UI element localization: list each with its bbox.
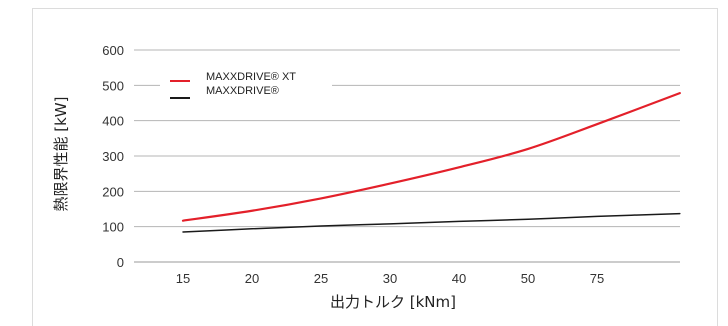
x-axis-title: 出力トルク [kNm] bbox=[330, 293, 456, 311]
legend-label-xt: MAXXDRIVE® XT bbox=[206, 71, 296, 83]
y-tick-label: 100 bbox=[102, 220, 124, 235]
x-tick-label: 75 bbox=[590, 271, 604, 286]
y-tick-label: 0 bbox=[117, 255, 124, 270]
series-line-maxxdrive bbox=[182, 212, 681, 233]
x-tick-label: 25 bbox=[314, 271, 328, 286]
y-tick-labels: 0 100 200 300 400 500 600 bbox=[102, 43, 124, 270]
series-line-maxxdrive-xt bbox=[181, 92, 681, 222]
x-tick-labels: 15 20 25 30 40 50 75 bbox=[176, 271, 604, 286]
x-tick-label: 15 bbox=[176, 271, 190, 286]
x-tick-label: 20 bbox=[245, 271, 259, 286]
y-tick-label: 200 bbox=[102, 184, 124, 199]
legend-background bbox=[160, 68, 332, 102]
x-tick-label: 30 bbox=[383, 271, 397, 286]
legend-label-standard: MAXXDRIVE® bbox=[206, 85, 279, 97]
y-tick-label: 500 bbox=[102, 78, 124, 93]
y-axis-title: 熱限界性能 [kW] bbox=[52, 97, 70, 212]
y-tick-label: 300 bbox=[102, 149, 124, 164]
grid-lines bbox=[134, 49, 680, 263]
chart-frame bbox=[32, 8, 718, 326]
y-tick-label: 400 bbox=[102, 114, 124, 129]
series-lines bbox=[181, 92, 681, 233]
x-tick-label: 50 bbox=[521, 271, 535, 286]
y-tick-label: 600 bbox=[102, 43, 124, 58]
x-tick-label: 40 bbox=[452, 271, 466, 286]
